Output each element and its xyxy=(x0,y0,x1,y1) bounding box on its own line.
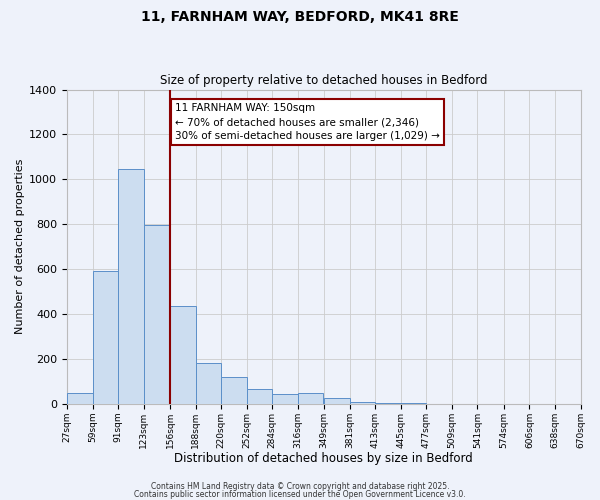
Text: 11, FARNHAM WAY, BEDFORD, MK41 8RE: 11, FARNHAM WAY, BEDFORD, MK41 8RE xyxy=(141,10,459,24)
X-axis label: Distribution of detached houses by size in Bedford: Distribution of detached houses by size … xyxy=(175,452,473,465)
Bar xyxy=(170,306,196,404)
Bar xyxy=(196,364,221,404)
Bar xyxy=(118,169,143,404)
Text: Contains public sector information licensed under the Open Government Licence v3: Contains public sector information licen… xyxy=(134,490,466,499)
Bar xyxy=(272,394,298,404)
Text: Contains HM Land Registry data © Crown copyright and database right 2025.: Contains HM Land Registry data © Crown c… xyxy=(151,482,449,491)
Title: Size of property relative to detached houses in Bedford: Size of property relative to detached ho… xyxy=(160,74,488,87)
Bar xyxy=(221,377,247,404)
Bar xyxy=(143,226,169,404)
Bar xyxy=(350,402,375,404)
Text: 11 FARNHAM WAY: 150sqm
← 70% of detached houses are smaller (2,346)
30% of semi-: 11 FARNHAM WAY: 150sqm ← 70% of detached… xyxy=(175,103,440,141)
Y-axis label: Number of detached properties: Number of detached properties xyxy=(15,159,25,334)
Bar xyxy=(298,392,323,404)
Bar xyxy=(375,402,401,404)
Bar xyxy=(92,272,118,404)
Bar xyxy=(67,392,92,404)
Bar xyxy=(247,389,272,404)
Bar xyxy=(324,398,350,404)
